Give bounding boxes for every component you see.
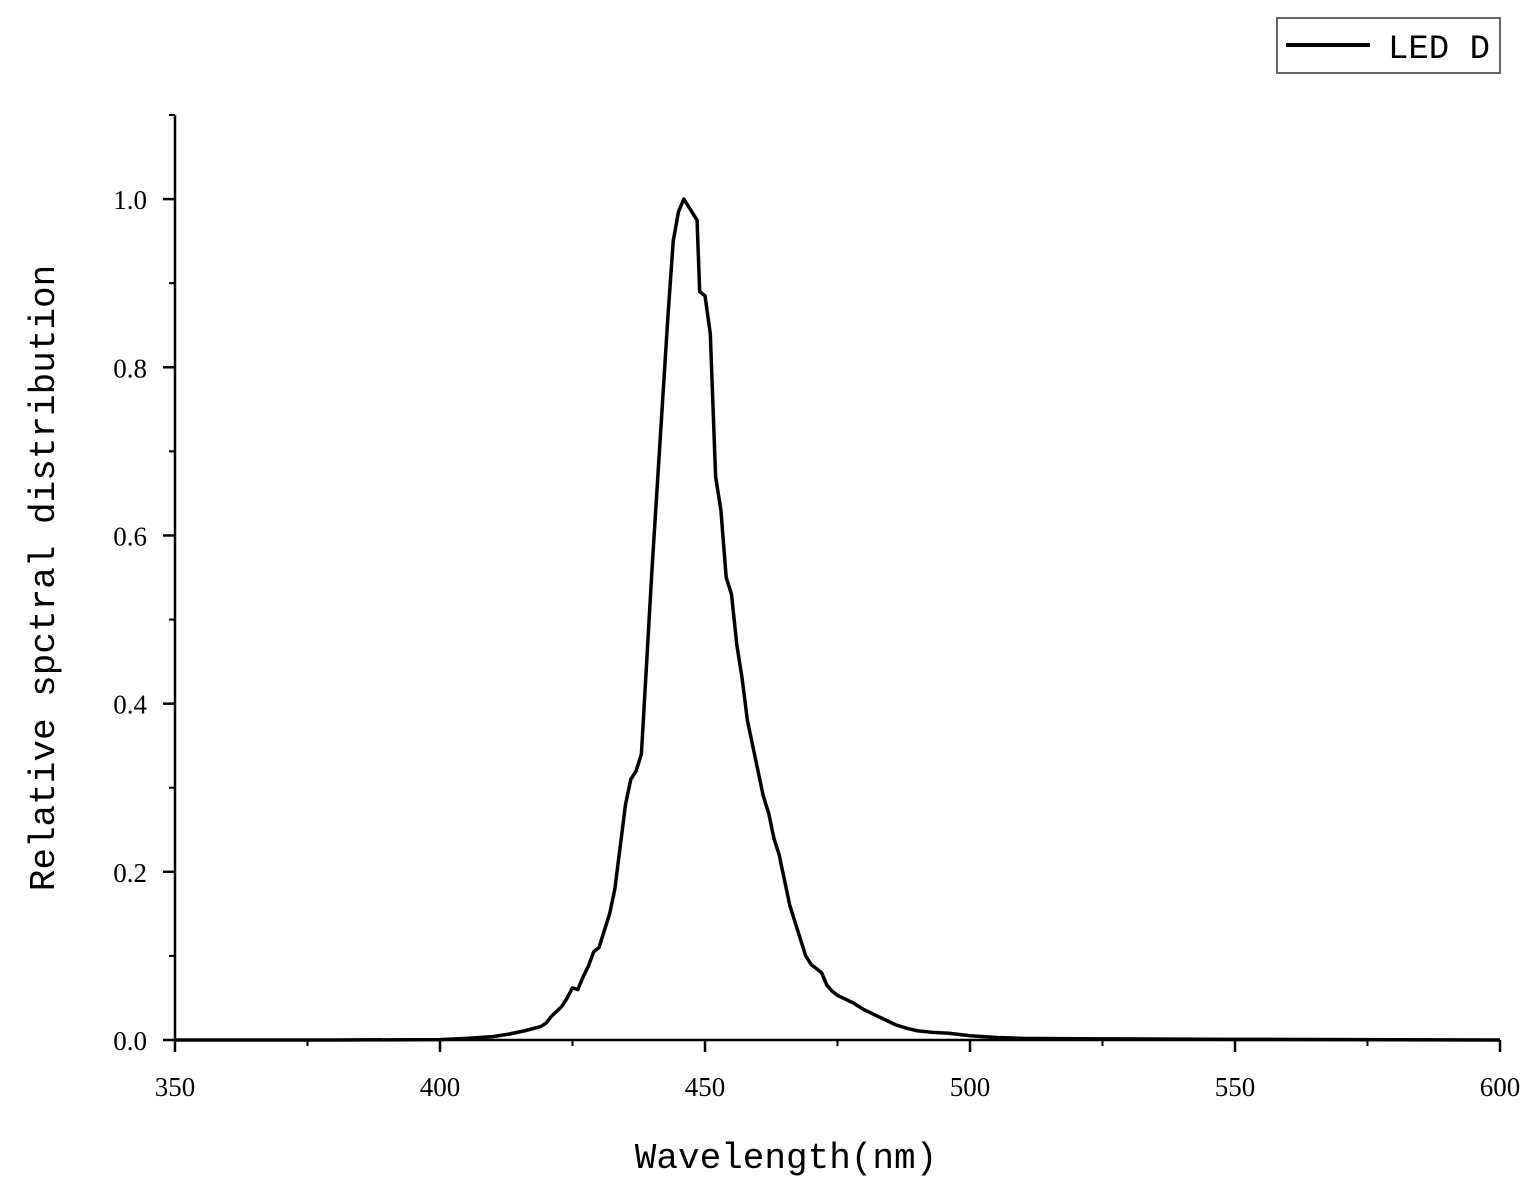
y-tick-label-2: 0.4 bbox=[113, 690, 147, 720]
series-line-0 bbox=[175, 197, 1501, 1042]
x-axis-title: Wavelength(nm) bbox=[635, 1138, 937, 1179]
y-axis-title: Relative spctral distribution bbox=[24, 265, 65, 892]
y-tick-label-3: 0.6 bbox=[113, 521, 147, 551]
legend: LED D bbox=[1276, 17, 1501, 74]
y-tick-label-1: 0.2 bbox=[113, 858, 147, 888]
x-tick-label-450: 450 bbox=[685, 1072, 726, 1102]
y-tick-label-0: 0.0 bbox=[113, 1026, 147, 1056]
axes-layer: 350 400 450 500 550 600 0.0 0.2 0.4 0.6 0.8 1.0 bbox=[113, 114, 1521, 1102]
x-tick-label-350: 350 bbox=[155, 1072, 196, 1102]
x-tick-label-600: 600 bbox=[1480, 1072, 1521, 1102]
y-tick-label-4: 0.8 bbox=[113, 353, 147, 383]
x-tick-label-500: 500 bbox=[950, 1072, 991, 1102]
series-layer bbox=[175, 197, 1501, 1042]
y-tick-label-5: 1.0 bbox=[113, 185, 147, 215]
x-tick-label-400: 400 bbox=[420, 1072, 461, 1102]
legend-label-led-d: LED D bbox=[1388, 31, 1490, 69]
x-tick-label-550: 550 bbox=[1215, 1072, 1256, 1102]
